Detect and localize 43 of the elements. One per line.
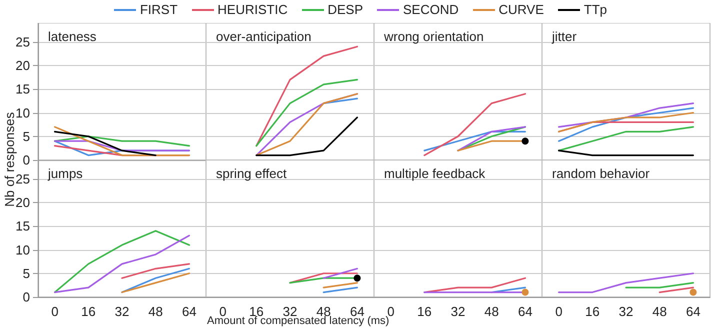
legend-label: CURVE [498, 2, 544, 17]
y-tick-label: 15 [16, 82, 30, 97]
text: spring effect [216, 166, 287, 181]
text: random behavior [552, 166, 650, 181]
x-tick-label: 16 [81, 304, 96, 319]
text: over-anticipation [216, 29, 312, 44]
x-tick-label: 0 [387, 304, 394, 319]
x-tick-label: 32 [618, 304, 634, 319]
text: jumps [47, 166, 84, 181]
y-tick-label: 0 [22, 290, 30, 304]
x-tick-label: 0 [51, 304, 58, 319]
legend-label: HEURISTIC [218, 2, 288, 17]
x-tick-label: 64 [686, 304, 700, 319]
legend-label: SECOND [403, 2, 459, 17]
y-tick-label: 25 [16, 34, 30, 50]
x-tick-label: 48 [484, 304, 499, 319]
y-tick-label: 5 [22, 266, 30, 281]
text: wrong orientation [383, 29, 484, 44]
y-tick-label: 0 [22, 152, 30, 168]
legend-label: TTp [584, 2, 608, 17]
y-tick-label: 25 [16, 171, 30, 186]
y-tick-label: 20 [16, 195, 30, 210]
x-tick-label: 48 [652, 304, 667, 319]
x-tick-label: 64 [182, 304, 196, 319]
x-tick-label: 0 [555, 304, 562, 319]
text: multiple feedback [384, 166, 486, 181]
x-tick-label: 48 [148, 304, 163, 319]
text: jitter [551, 29, 578, 44]
y-tick-label: 20 [16, 58, 30, 74]
x-tick-label: 64 [518, 304, 532, 319]
y-tick-label: 15 [16, 218, 30, 234]
legend-label: FIRST [140, 2, 178, 17]
y-axis-title: Nb of responses [1, 112, 16, 207]
y-tick-label: 10 [16, 105, 30, 120]
y-tick-label: 10 [16, 242, 30, 258]
line-series [54, 130, 156, 156]
x-tick-label: 32 [450, 304, 466, 319]
y-tick-label: 5 [22, 128, 30, 144]
x-tick-label: 32 [114, 304, 130, 319]
x-tick-label: 16 [585, 304, 600, 319]
text: lateness [48, 29, 97, 44]
legend-label: DESP [328, 2, 363, 17]
x-tick-label: 16 [417, 304, 432, 319]
